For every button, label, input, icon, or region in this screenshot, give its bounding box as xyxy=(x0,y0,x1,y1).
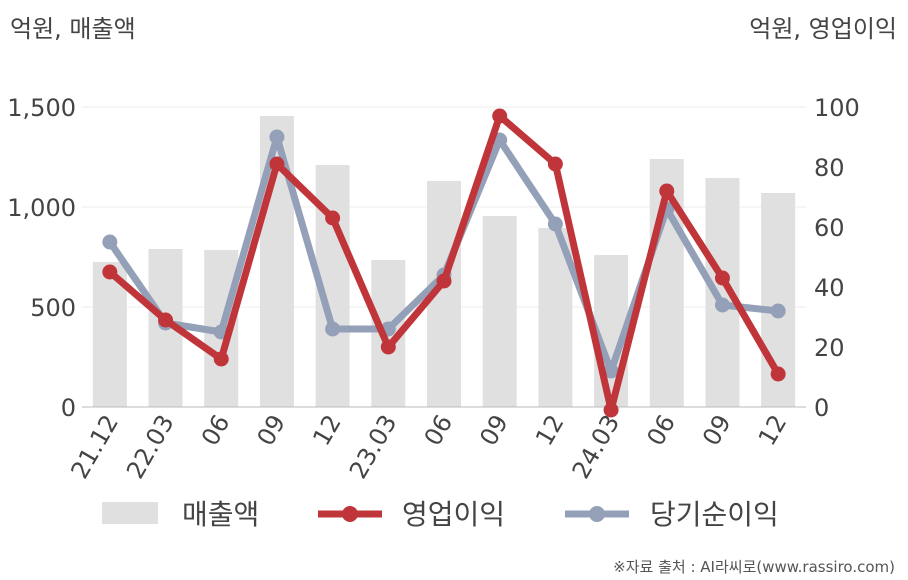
x-tick-label-3: 09 xyxy=(252,410,292,450)
right-axis-unit-label: 억원, 영업이익 xyxy=(749,15,897,43)
x-tick-label-9: 24.03 xyxy=(567,410,626,484)
x-tick-label-10: 06 xyxy=(641,410,681,450)
point-operating-profit-2 xyxy=(213,351,229,367)
right-tick-label-3: 60 xyxy=(814,214,845,242)
x-tick-label-12: 12 xyxy=(753,410,793,450)
x-tick-label-11: 09 xyxy=(697,410,737,450)
point-operating-profit-3 xyxy=(269,156,285,172)
point-net-income-3 xyxy=(269,129,285,145)
source-footnote: ※자료 출처 : AI라씨로(www.rassiro.com) xyxy=(613,558,895,576)
left-tick-label-0: 0 xyxy=(61,394,76,422)
right-tick-label-4: 80 xyxy=(814,154,845,182)
left-axis-unit-label: 억원, 매출액 xyxy=(10,15,136,43)
x-tick-label-8: 12 xyxy=(530,410,570,450)
series-lines xyxy=(102,108,786,418)
point-operating-profit-8 xyxy=(547,156,563,172)
bar-revenue-09 xyxy=(482,216,517,407)
legend: 매출액 영업이익 당기순이익 xyxy=(102,498,779,531)
legend-label-revenue: 매출액 xyxy=(182,498,259,531)
x-tick-label-5: 23.03 xyxy=(344,410,403,484)
x-tick-label-2: 06 xyxy=(196,410,236,450)
right-tick-label-5: 100 xyxy=(814,94,860,122)
point-net-income-0 xyxy=(102,234,118,250)
point-operating-profit-7 xyxy=(492,108,508,124)
left-tick-label-3: 1,500 xyxy=(7,94,76,122)
point-operating-profit-11 xyxy=(714,270,730,286)
legend-swatch-revenue xyxy=(102,502,158,524)
right-axis-ticks: 0 20 40 60 80 100 xyxy=(814,94,860,422)
right-tick-label-2: 40 xyxy=(814,274,845,302)
revenue-bars xyxy=(92,116,796,407)
x-tick-label-1: 22.03 xyxy=(121,410,180,484)
point-operating-profit-9 xyxy=(603,402,619,418)
point-operating-profit-0 xyxy=(102,264,118,280)
point-operating-profit-6 xyxy=(436,273,452,289)
point-net-income-4 xyxy=(325,321,341,337)
x-tick-label-6: 06 xyxy=(419,410,459,450)
point-net-income-8 xyxy=(547,216,563,232)
point-operating-profit-12 xyxy=(770,366,786,382)
point-net-income-12 xyxy=(770,303,786,319)
point-operating-profit-4 xyxy=(325,210,341,226)
legend-label-operating-profit: 영업이익 xyxy=(402,498,505,531)
left-tick-label-2: 1,000 xyxy=(7,194,76,222)
point-operating-profit-5 xyxy=(380,339,396,355)
legend-marker-net-income xyxy=(589,506,605,522)
point-net-income-11 xyxy=(714,297,730,313)
point-operating-profit-1 xyxy=(158,312,174,328)
left-tick-label-1: 500 xyxy=(30,294,76,322)
right-tick-label-1: 20 xyxy=(814,334,845,362)
x-tick-label-7: 09 xyxy=(474,410,514,450)
right-tick-label-0: 0 xyxy=(814,394,829,422)
x-tick-label-4: 12 xyxy=(307,410,347,450)
left-axis-ticks: 0 500 1,000 1,500 xyxy=(7,94,76,422)
point-operating-profit-10 xyxy=(659,183,675,199)
legend-marker-operating-profit xyxy=(342,506,358,522)
legend-label-net-income: 당기순이익 xyxy=(650,498,779,531)
point-net-income-9 xyxy=(603,363,619,379)
